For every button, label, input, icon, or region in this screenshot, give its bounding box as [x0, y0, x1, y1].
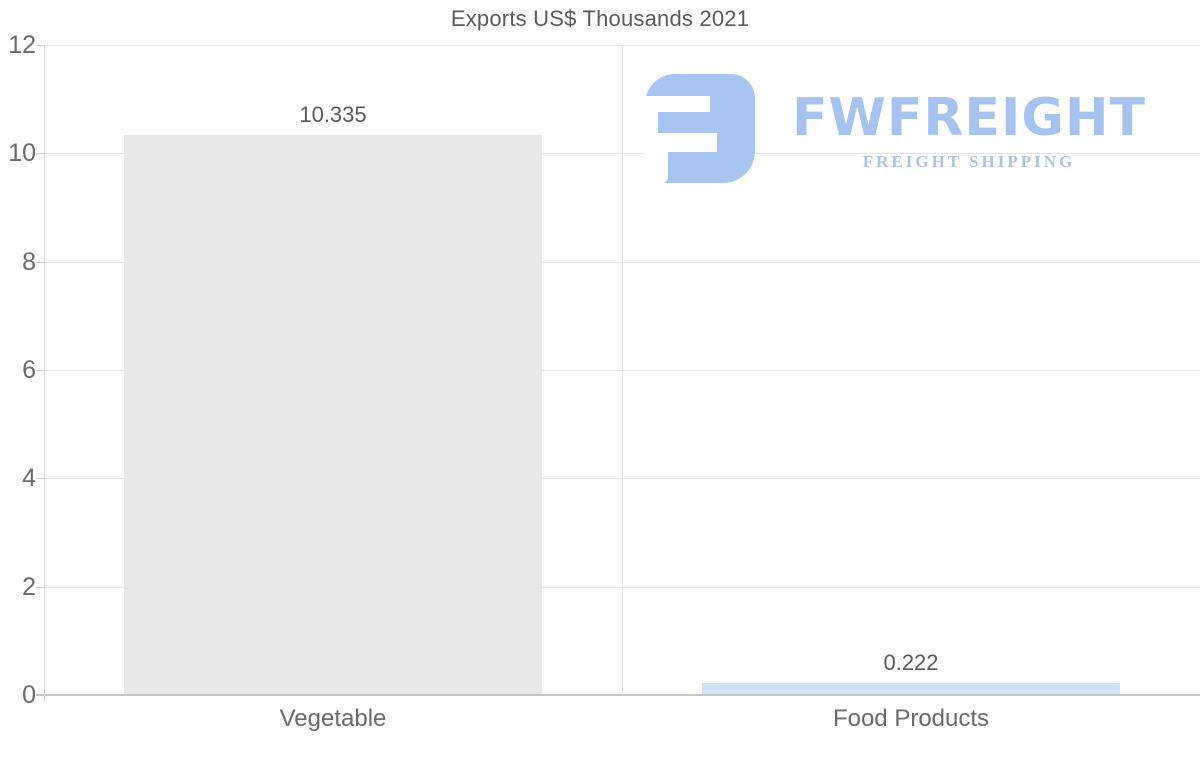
y-axis-line — [44, 45, 45, 702]
y-axis-tick — [36, 478, 44, 480]
y-axis-tick-label: 2 — [22, 572, 36, 601]
bar-value-label: 0.222 — [883, 649, 939, 675]
logo-tagline: FREIGHT SHIPPING — [862, 152, 1076, 171]
x-axis-category-label: Food Products — [832, 705, 990, 732]
y-axis-tick — [36, 586, 44, 588]
bar-vegetable[interactable] — [124, 135, 542, 694]
bar-value-label: 10.335 — [299, 102, 367, 128]
chart-title: Exports US$ Thousands 2021 — [450, 6, 750, 31]
y-axis-tick-label: 12 — [8, 31, 36, 59]
y-axis-tick-label: 8 — [22, 247, 36, 276]
logo-mark-notch — [645, 152, 668, 183]
y-axis-tick-label: 10 — [8, 139, 36, 168]
y-axis-tick — [36, 45, 44, 46]
y-axis-tick-label: 0 — [22, 681, 36, 709]
y-axis-tick-label: 6 — [22, 356, 36, 384]
y-axis-tick — [36, 370, 44, 371]
logo-text: FWFREIGHT FREIGHT SHIPPING — [783, 92, 1155, 171]
y-axis-tick-label: 4 — [22, 464, 36, 493]
logo-brand-name: FWFREIGHT — [792, 88, 1146, 148]
y-axis-tick — [36, 153, 44, 155]
category-separator-line — [622, 45, 623, 695]
x-axis-category-label: Vegetable — [279, 705, 387, 732]
logo-mark-notch — [645, 96, 658, 133]
gridline-y0 — [36, 694, 1200, 696]
logo-mark-notch — [645, 133, 717, 152]
bar-food-products[interactable] — [702, 682, 1120, 694]
fwfreight-logo-icon — [645, 74, 755, 183]
y-axis-tick — [36, 261, 44, 263]
logo-mark-notch — [645, 96, 710, 112]
